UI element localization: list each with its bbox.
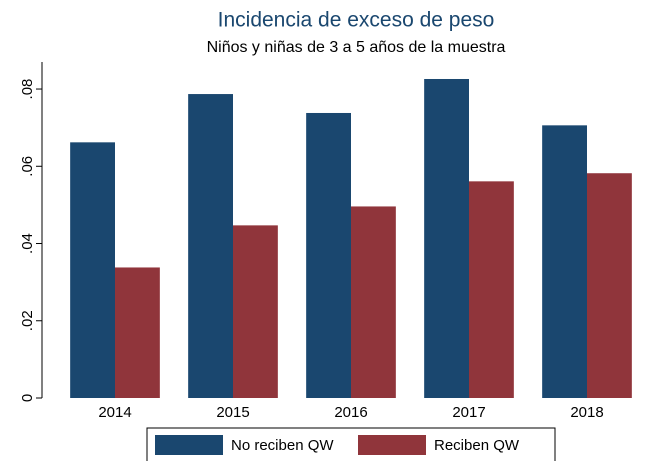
bar [351,206,396,398]
x-tick-label: 2017 [452,404,485,421]
y-tick-label: .04 [19,233,36,254]
x-tick-label: 2018 [570,404,603,421]
chart-subtitle: Niños y niñas de 3 a 5 años de la muestr… [207,39,506,56]
bar [587,173,632,398]
bar [115,267,160,398]
bar [469,181,514,398]
y-tick-label: .08 [19,79,36,100]
x-tick-label: 2014 [98,404,131,421]
y-tick-label: .06 [19,156,36,177]
bar [306,112,351,398]
legend-swatch [155,435,223,455]
bar [188,94,233,398]
y-tick-label: 0 [19,394,36,402]
legend-label: Reciben QW [434,437,520,454]
bar [424,78,469,398]
bar [233,225,278,398]
y-tick-label: .02 [19,310,36,331]
chart-title: Incidencia de exceso de peso [218,9,495,32]
x-tick-label: 2016 [334,404,367,421]
bar [542,125,587,399]
legend-swatch [358,435,426,455]
x-tick-label: 2015 [216,404,249,421]
legend-label: No reciben QW [231,437,334,454]
bar [70,142,115,398]
